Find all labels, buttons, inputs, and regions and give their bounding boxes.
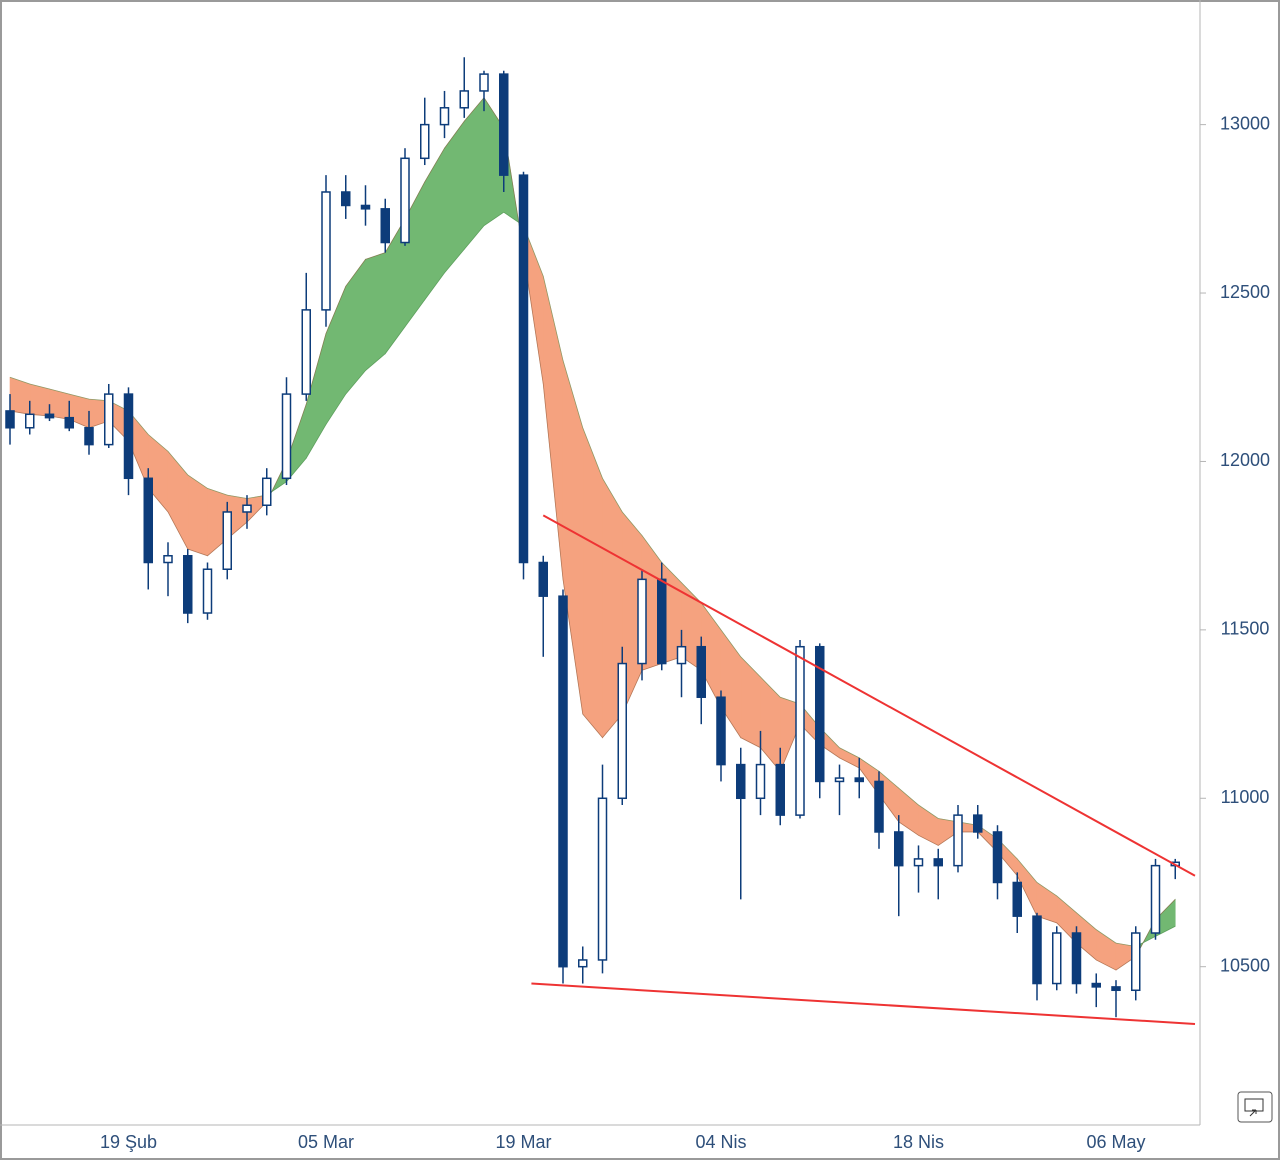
y-tick-label: 11500 <box>1221 619 1270 639</box>
candle-body <box>815 645 825 783</box>
candle-body <box>913 858 924 867</box>
candle-body <box>459 90 469 109</box>
trendline <box>531 982 1196 1025</box>
band-segment <box>365 252 386 372</box>
candle-body <box>992 831 1003 884</box>
trendline <box>542 514 1196 877</box>
candle-body <box>676 645 687 665</box>
candle-body <box>281 393 292 480</box>
candle-body <box>242 504 252 513</box>
band-segment <box>463 96 485 251</box>
x-tick-label: 19 Şub <box>100 1132 157 1152</box>
candle-body <box>202 568 213 614</box>
candle-body <box>854 777 864 783</box>
candle-body <box>479 73 489 92</box>
candle-body <box>1071 932 1082 985</box>
candle-body <box>341 191 351 207</box>
candle-body <box>1052 932 1062 985</box>
button-arrow <box>1249 1109 1257 1117</box>
candle-body <box>104 393 114 446</box>
band-segment <box>29 383 50 417</box>
y-tick-label: 13000 <box>1220 113 1270 133</box>
candle-body <box>657 578 667 665</box>
candle-body <box>499 73 509 176</box>
candle-body <box>400 157 410 244</box>
candle-body <box>1150 864 1161 934</box>
x-tick-label: 06 May <box>1086 1132 1145 1152</box>
candle-body <box>439 107 450 126</box>
candle-body <box>262 477 272 506</box>
candle-body <box>183 555 193 614</box>
button-box[interactable] <box>1237 1091 1273 1123</box>
candle-body <box>321 191 331 311</box>
candle-body <box>301 309 311 395</box>
candle-body <box>617 662 627 800</box>
candle-body <box>795 645 805 816</box>
candle-body <box>25 413 35 429</box>
y-tick-label: 10500 <box>1220 955 1270 975</box>
candle-body <box>163 555 173 564</box>
candle-body <box>775 763 785 816</box>
candle-body <box>736 763 746 800</box>
candle-body <box>1032 915 1042 985</box>
candle-body <box>222 511 232 570</box>
candle-body <box>953 814 963 867</box>
y-tick-label: 11000 <box>1221 787 1270 807</box>
candle-body <box>1111 986 1121 992</box>
candle-body <box>696 645 706 698</box>
candle-body <box>538 561 548 597</box>
candle-body <box>716 696 726 766</box>
band-segment <box>582 427 603 739</box>
y-tick-label: 12500 <box>1220 282 1270 302</box>
candle-body <box>755 763 766 800</box>
candle-body <box>637 578 647 665</box>
candle-body <box>1012 881 1022 917</box>
candle-body <box>380 208 390 244</box>
candle-body <box>64 416 74 429</box>
candle-body <box>578 959 588 968</box>
candle-body <box>933 858 943 867</box>
candle-body <box>894 831 904 867</box>
candle-body <box>1091 982 1101 988</box>
x-tick-label: 05 Mar <box>298 1132 354 1152</box>
candle-body <box>834 777 845 783</box>
candle-body <box>973 814 983 833</box>
candle-body <box>518 174 529 564</box>
x-tick-label: 19 Mar <box>495 1132 551 1152</box>
candle-body <box>143 477 153 564</box>
x-tick-label: 18 Nis <box>893 1132 944 1152</box>
band-segment <box>187 474 208 557</box>
candle-body <box>558 595 568 968</box>
candle-body <box>5 410 15 429</box>
button-icon <box>1244 1098 1264 1112</box>
candle-body <box>420 123 430 160</box>
ema-fast-line <box>9 97 1176 971</box>
candle-body <box>597 797 608 961</box>
candle-body <box>360 204 371 210</box>
candle-body <box>123 393 134 480</box>
x-tick-label: 04 Nis <box>695 1132 746 1152</box>
candle-body <box>84 427 94 446</box>
candle-body <box>874 780 884 833</box>
y-tick-label: 12000 <box>1220 450 1270 470</box>
settings-button[interactable] <box>1237 1091 1273 1123</box>
candle-body <box>1131 932 1141 992</box>
candle-body <box>44 413 55 419</box>
